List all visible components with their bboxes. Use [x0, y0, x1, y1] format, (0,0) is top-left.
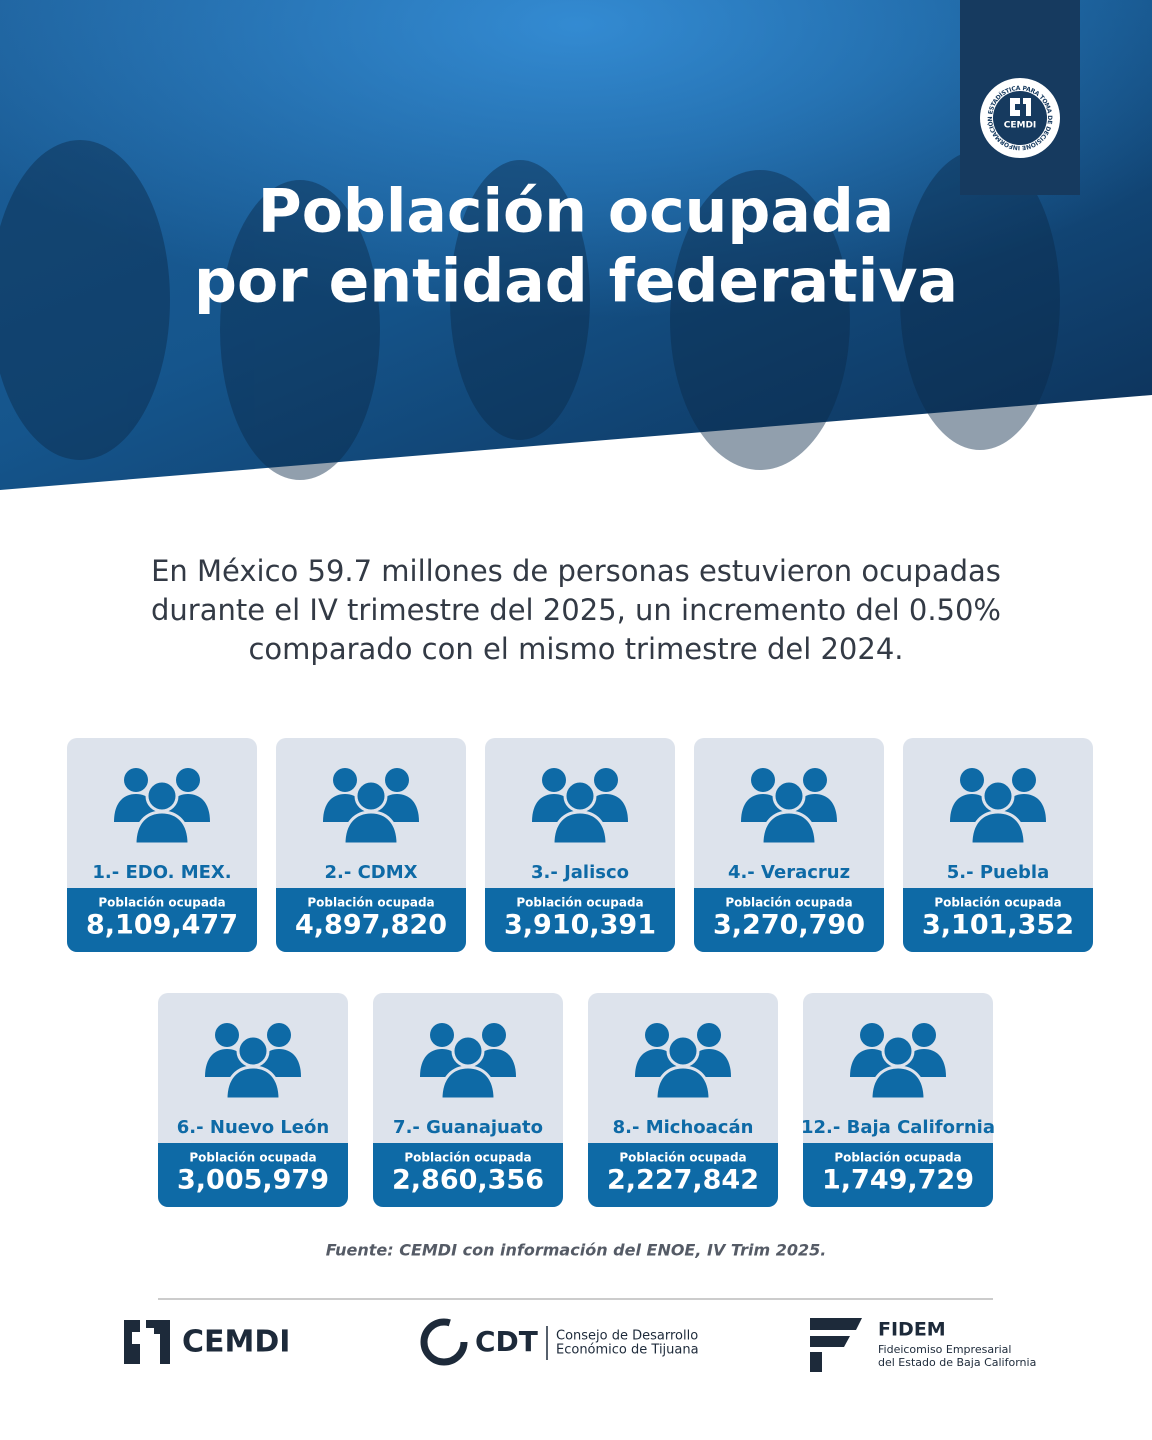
card-caption: Población ocupada: [725, 896, 852, 910]
card-caption: Población ocupada: [934, 896, 1061, 910]
card-value: 1,749,729: [822, 1165, 974, 1196]
intro-line: En México 59.7 millones de personas estu…: [151, 554, 1001, 588]
card: 12.- Baja California Población ocupada1,7…: [801, 993, 995, 1207]
card-footer: [803, 1143, 993, 1207]
title-line: por entidad federativa: [194, 247, 958, 317]
fidem-name: Fideicomiso Empresarial: [878, 1343, 1011, 1356]
card-footer: [158, 1143, 348, 1207]
intro: En México 59.7 millones de personas estu…: [151, 554, 1001, 666]
card-label: 1.- EDO. MEX.: [92, 862, 231, 883]
title-line: Población ocupada: [258, 177, 895, 247]
card-label: 7.- Guanajuato: [393, 1117, 543, 1138]
card-value: 2,227,842: [607, 1165, 759, 1196]
card-caption: Población ocupada: [619, 1151, 746, 1165]
cemdi-wordmark: CEMDI: [182, 1325, 290, 1360]
card-label: 12.- Baja California: [801, 1117, 995, 1138]
source: Fuente: CEMDI con información del ENOE, …: [326, 1241, 827, 1260]
card-label: 8.- Michoacán: [613, 1117, 754, 1138]
card-footer: [903, 888, 1093, 952]
card-caption: Población ocupada: [834, 1151, 961, 1165]
card-footer: [485, 888, 675, 952]
card-footer: [373, 1143, 563, 1207]
card-value: 3,101,352: [922, 910, 1074, 941]
badge-name: CEMDI: [1004, 121, 1037, 131]
crowd-silhouettes: [0, 140, 1060, 480]
card-value: 3,910,391: [504, 910, 656, 941]
card-caption: Población ocupada: [98, 896, 225, 910]
card-label: 4.- Veracruz: [728, 862, 850, 883]
cdt-logo: [420, 1318, 468, 1366]
card-label: 6.- Nuevo León: [177, 1117, 329, 1138]
card-label: 5.- Puebla: [947, 862, 1050, 883]
card-value: 8,109,477: [86, 910, 238, 941]
cdt-name: Consejo de Desarrollo: [556, 1329, 698, 1344]
badge-logo: [1010, 98, 1031, 116]
card-caption: Población ocupada: [516, 896, 643, 910]
intro-line: durante el IV trimestre del 2025, un inc…: [151, 593, 1001, 627]
card-caption: Población ocupada: [404, 1151, 531, 1165]
card-caption: Población ocupada: [307, 896, 434, 910]
card-caption: Población ocupada: [189, 1151, 316, 1165]
fidem-logo: [810, 1318, 862, 1372]
cards: 1.- EDO. MEX.Población ocupada8,109,4772…: [67, 738, 1093, 1207]
header-glow: [0, 0, 1152, 490]
cdt-name: Económico de Tijuana: [556, 1343, 699, 1358]
card-footer: [588, 1143, 778, 1207]
card-footer: [67, 888, 257, 952]
card-footer: [276, 888, 466, 952]
badge-inner: [993, 91, 1047, 145]
intro-line: comparado con el mismo trimestre del 202…: [248, 632, 903, 666]
card-label: 2.- CDMX: [324, 862, 417, 883]
card-value: 4,897,820: [295, 910, 447, 941]
fidem-wordmark: FIDEM: [878, 1319, 946, 1341]
card-footer: [694, 888, 884, 952]
cemdi-logo: [124, 1320, 170, 1364]
card-value: 3,005,979: [177, 1165, 329, 1196]
cdt-wordmark: CDT: [475, 1325, 538, 1358]
card-value: 2,860,356: [392, 1165, 544, 1196]
fidem-name: del Estado de Baja California: [878, 1356, 1036, 1369]
card-value: 3,270,790: [713, 910, 865, 941]
card-label: 3.- Jalisco: [531, 862, 629, 883]
